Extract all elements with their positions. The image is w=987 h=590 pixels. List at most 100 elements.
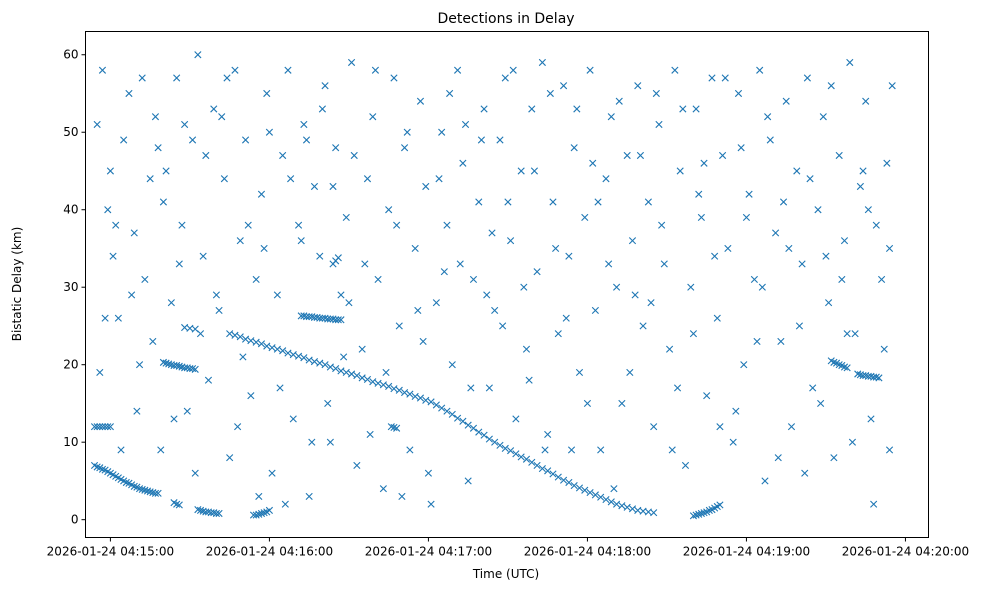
data-point	[583, 399, 592, 408]
data-point	[234, 423, 242, 431]
data-point	[496, 441, 504, 449]
data-point	[872, 373, 880, 381]
data-point	[867, 415, 875, 423]
data-point	[499, 322, 507, 330]
data-point	[390, 74, 398, 82]
data-point	[737, 144, 745, 152]
data-point	[506, 237, 515, 245]
data-point	[459, 159, 467, 167]
data-point	[204, 376, 213, 384]
data-point	[740, 361, 748, 369]
data-point	[764, 113, 772, 121]
data-point	[138, 485, 146, 494]
data-point	[302, 136, 311, 144]
data-point	[541, 446, 549, 454]
data-point	[626, 368, 634, 377]
data-point	[652, 89, 660, 98]
data-point	[181, 120, 189, 129]
data-point	[822, 252, 830, 260]
data-point	[721, 74, 729, 82]
data-point	[347, 370, 356, 378]
data-point	[440, 268, 448, 276]
data-point	[369, 378, 377, 386]
data-point	[597, 446, 605, 454]
data-point	[422, 182, 430, 191]
data-point	[554, 473, 562, 481]
data-point	[294, 352, 303, 360]
data-point	[406, 446, 414, 454]
data-point	[300, 120, 308, 129]
data-point	[843, 364, 851, 372]
data-point	[263, 342, 271, 350]
data-point	[546, 89, 554, 98]
data-point	[212, 291, 221, 299]
data-point	[756, 66, 764, 74]
data-point	[387, 423, 395, 431]
data-point	[220, 175, 228, 183]
data-point	[798, 260, 806, 268]
data-point	[469, 424, 478, 432]
data-point	[395, 386, 403, 394]
data-point	[644, 198, 652, 206]
data-point	[122, 478, 130, 487]
data-point	[517, 167, 525, 175]
data-point	[544, 467, 552, 475]
data-point	[504, 198, 512, 206]
data-point	[679, 105, 687, 113]
data-point	[716, 501, 724, 509]
data-point	[361, 260, 369, 268]
data-point	[162, 359, 170, 367]
data-point	[612, 500, 621, 508]
data-point	[830, 454, 838, 462]
data-point	[814, 206, 822, 214]
data-point	[809, 384, 817, 392]
data-point	[533, 268, 541, 276]
data-point	[650, 423, 658, 431]
data-point	[369, 113, 377, 121]
data-point	[212, 509, 221, 518]
data-point	[464, 477, 472, 485]
data-point	[326, 363, 334, 371]
data-point	[308, 438, 316, 446]
data-point	[854, 370, 862, 378]
data-point	[570, 481, 578, 490]
data-point	[93, 463, 101, 471]
data-point	[101, 423, 109, 431]
data-point	[570, 144, 578, 152]
data-point	[705, 506, 713, 514]
data-point	[265, 128, 274, 136]
data-point	[602, 495, 610, 504]
data-point	[215, 509, 223, 518]
data-point	[252, 511, 260, 519]
data-point	[157, 446, 165, 454]
data-point	[819, 113, 827, 121]
data-point	[817, 399, 825, 408]
data-point	[787, 423, 796, 431]
data-point	[151, 489, 160, 497]
data-point	[528, 105, 536, 113]
data-point	[488, 229, 496, 237]
data-point	[538, 58, 546, 67]
data-point	[491, 306, 499, 315]
data-point	[342, 368, 350, 377]
data-point	[146, 488, 154, 496]
data-point	[406, 390, 414, 398]
data-point	[321, 82, 329, 90]
data-point	[806, 175, 814, 183]
data-point	[724, 244, 732, 253]
data-point	[623, 151, 631, 160]
data-point	[194, 506, 202, 514]
data-point	[252, 338, 260, 346]
data-point	[247, 337, 255, 345]
data-point	[522, 345, 531, 353]
data-point	[888, 82, 896, 90]
data-point	[742, 213, 751, 222]
data-point	[332, 364, 340, 373]
data-point	[549, 470, 557, 478]
data-point	[273, 345, 281, 353]
data-point	[165, 360, 173, 368]
data-point	[655, 120, 663, 129]
data-point	[154, 489, 162, 497]
data-point	[393, 424, 401, 432]
